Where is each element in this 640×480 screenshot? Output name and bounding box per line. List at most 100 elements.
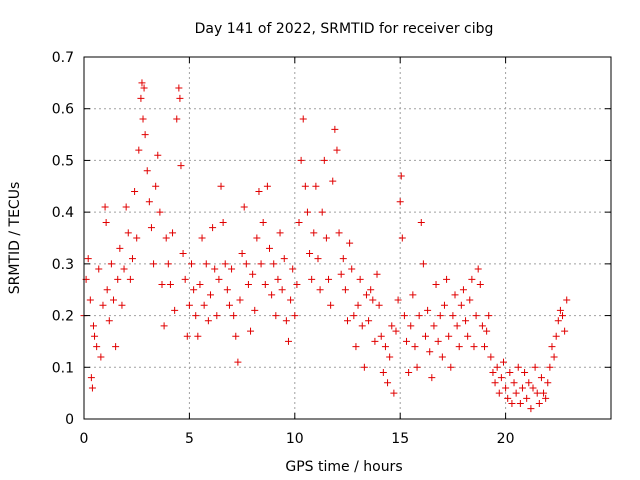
data-point (200, 301, 208, 309)
data-point (228, 265, 236, 273)
data-point (158, 281, 166, 289)
data-point (474, 265, 482, 273)
data-point (87, 374, 95, 382)
data-point (487, 353, 495, 361)
data-point (445, 332, 453, 340)
data-point (403, 337, 411, 345)
x-tick-label: 0 (80, 431, 89, 447)
data-point (176, 94, 184, 102)
data-point (253, 234, 261, 242)
data-point (527, 405, 535, 413)
data-point (249, 270, 257, 278)
data-point (497, 374, 505, 382)
data-point (407, 322, 415, 330)
data-point (272, 312, 280, 320)
data-point (240, 203, 248, 211)
data-point (215, 275, 223, 283)
data-point (217, 182, 225, 190)
data-point (377, 332, 385, 340)
data-point (419, 260, 427, 268)
data-point (202, 260, 210, 268)
y-tick-label: 0.3 (52, 257, 74, 273)
data-point (257, 260, 265, 268)
y-tick-label: 0.4 (52, 205, 74, 221)
data-point (537, 374, 545, 382)
data-point (443, 275, 451, 283)
data-point (396, 198, 404, 206)
data-point (392, 327, 400, 335)
data-point (188, 260, 196, 268)
data-point (341, 286, 349, 294)
y-tick-label: 0.5 (52, 153, 74, 169)
data-point (457, 301, 465, 309)
data-point (466, 296, 474, 304)
data-point (373, 270, 381, 278)
data-point (325, 275, 333, 283)
data-point (93, 343, 101, 351)
data-point (331, 125, 339, 133)
data-point (171, 306, 179, 314)
data-point (316, 286, 324, 294)
data-point (559, 312, 567, 320)
data-point (206, 291, 214, 299)
data-point (455, 343, 463, 351)
data-point (400, 312, 408, 320)
data-point (236, 296, 244, 304)
data-point (234, 358, 242, 366)
data-point (510, 379, 518, 387)
data-point (103, 286, 111, 294)
data-point (344, 317, 351, 325)
data-point (348, 265, 356, 273)
data-point (268, 291, 276, 299)
data-point (449, 312, 457, 320)
data-point (421, 332, 429, 340)
data-point (506, 368, 514, 376)
data-point (502, 384, 510, 392)
data-point (411, 343, 419, 351)
y-tick-label: 0.1 (52, 360, 74, 376)
data-point (516, 399, 524, 407)
data-point (152, 182, 160, 190)
data-point (464, 332, 472, 340)
data-point (337, 270, 345, 278)
x-tick-label: 20 (497, 431, 515, 447)
data-point (360, 363, 368, 371)
data-point (386, 353, 394, 361)
data-point (554, 317, 562, 325)
data-point (175, 84, 183, 92)
data-point (166, 281, 174, 289)
data-point (95, 265, 103, 273)
y-tick-label: 0.6 (52, 102, 74, 118)
data-point (561, 327, 569, 335)
data-point (232, 332, 240, 340)
data-point (230, 312, 238, 320)
data-point (478, 322, 486, 330)
data-point (181, 275, 189, 283)
data-point (362, 291, 370, 299)
data-point (318, 208, 326, 216)
data-point (183, 332, 191, 340)
data-point (223, 286, 231, 294)
x-tick-label: 5 (185, 431, 194, 447)
data-point (535, 399, 543, 407)
data-point (289, 265, 297, 273)
data-point (426, 348, 434, 356)
data-point (365, 317, 373, 325)
data-point (266, 244, 274, 252)
data-point (335, 229, 343, 237)
data-point (533, 389, 541, 397)
data-point (221, 260, 229, 268)
data-point (147, 224, 155, 232)
data-point (251, 306, 259, 314)
data-point (145, 198, 153, 206)
data-point (540, 389, 548, 397)
data-point (140, 84, 148, 92)
data-point (459, 286, 467, 294)
data-point (308, 275, 316, 283)
data-point (135, 146, 143, 154)
data-point (219, 218, 227, 226)
data-point (481, 343, 489, 351)
data-point (405, 368, 413, 376)
data-point (415, 312, 423, 320)
data-point (86, 296, 94, 304)
